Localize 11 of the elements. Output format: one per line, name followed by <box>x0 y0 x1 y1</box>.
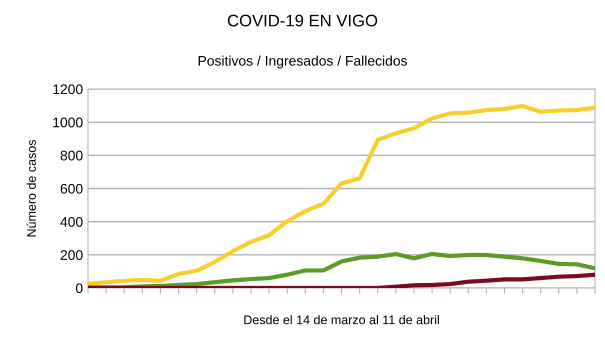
y-tick-label: 0 <box>76 283 83 294</box>
x-axis-title: Desde el 14 de marzo al 11 de abril <box>244 315 439 324</box>
y-axis-title: Número de casos <box>26 140 36 236</box>
y-tick-label: 600 <box>60 184 83 194</box>
y-tick-label: 1200 <box>53 84 83 94</box>
y-tick-label: 800 <box>60 150 83 161</box>
chart-title: COVID-19 EN VIGO <box>228 14 378 26</box>
y-tick-label: 1000 <box>53 118 83 128</box>
y-tick-label: 400 <box>60 217 83 227</box>
y-tick-label: 200 <box>60 250 83 260</box>
chart-subtitle: Positivos / Ingresados / Fallecidos <box>198 56 407 68</box>
